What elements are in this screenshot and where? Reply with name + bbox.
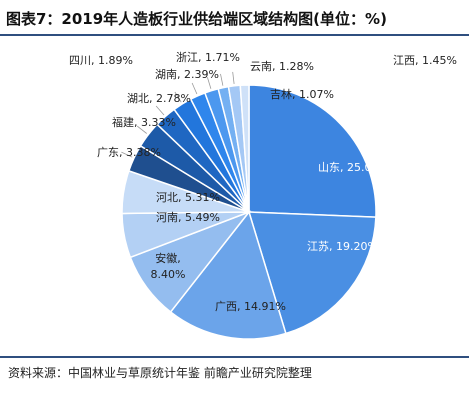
title-divider xyxy=(0,34,469,36)
slice-labels: 山东, 25.04% 江苏, 19.20% 广西, 14.91% 安徽, 8.40% 河南… xyxy=(69,51,457,313)
leader-湖北 xyxy=(155,105,165,116)
label-四川: 四川, 1.89% xyxy=(69,54,133,67)
label-山东: 山东, 25.04% xyxy=(318,161,389,174)
label-安徽-name: 安徽, xyxy=(155,251,181,265)
leader-福建 xyxy=(136,125,147,134)
label-江苏: 江苏, 19.20% xyxy=(307,240,378,253)
pie-slices xyxy=(121,84,377,340)
label-广西: 广西, 14.91% xyxy=(215,300,286,313)
source-divider xyxy=(0,356,469,358)
slice-山东 xyxy=(248,84,377,218)
label-湖南: 湖南, 2.39% xyxy=(155,68,219,81)
label-安徽-value: 8.40% xyxy=(151,268,186,281)
label-河北: 河北, 5.31% xyxy=(156,191,220,204)
label-河南: 河南, 5.49% xyxy=(156,211,220,224)
label-福建: 福建, 3.33% xyxy=(112,115,176,129)
label-吉林: 吉林, 1.07% xyxy=(270,87,334,101)
chart-title: 图表7：2019年人造板行业供给端区域结构图(单位：%) xyxy=(6,10,387,28)
label-江西: 江西, 1.45% xyxy=(393,54,457,67)
label-湖北: 湖北, 2.78% xyxy=(127,92,191,105)
leader-江西 xyxy=(232,71,235,84)
label-云南: 云南, 1.28% xyxy=(250,60,314,73)
leader-湖南 xyxy=(174,91,182,103)
slice-广西 xyxy=(169,210,287,340)
source-note: 资料来源：中国林业与草原统计年鉴 前瞻产业研究院整理 xyxy=(8,366,312,380)
leader-广东 xyxy=(121,151,133,158)
leader-云南 xyxy=(220,73,224,86)
leader-lines xyxy=(121,71,235,158)
slice-吉林 xyxy=(239,84,250,213)
leader-浙江 xyxy=(207,77,212,89)
leader-四川 xyxy=(191,82,198,95)
label-广东: 广东, 3.38% xyxy=(97,146,161,159)
slice-江苏 xyxy=(247,211,377,335)
label-浙江: 浙江, 1.71% xyxy=(176,51,240,64)
pie-chart: 山东, 25.04% 江苏, 19.20% 广西, 14.91% 安徽, 8.40% 河南… xyxy=(69,51,457,340)
